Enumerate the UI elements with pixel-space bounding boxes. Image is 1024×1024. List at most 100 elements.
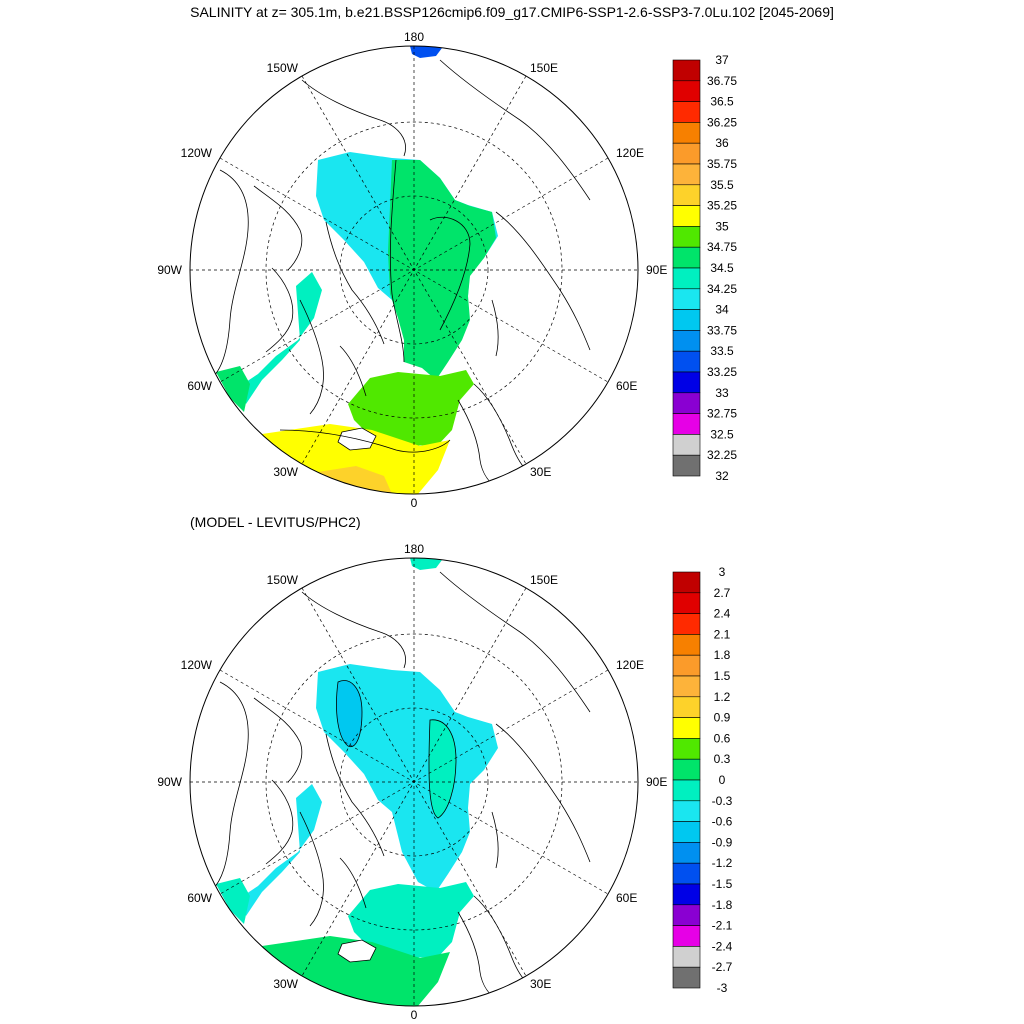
region-bering-strait bbox=[410, 558, 442, 570]
colorbar-swatch bbox=[672, 800, 701, 822]
longitude-label-0: 0 bbox=[411, 1008, 418, 1022]
region-baffin-bay bbox=[240, 784, 322, 916]
colorbar-swatch bbox=[672, 904, 701, 926]
colorbar-swatch bbox=[672, 330, 701, 352]
colorbar-label: -0.3 bbox=[712, 794, 733, 808]
colorbar-label: 34.75 bbox=[707, 240, 737, 254]
colorbar-swatch bbox=[672, 163, 701, 186]
map-field bbox=[209, 558, 591, 1006]
colorbar-label: 33.5 bbox=[710, 344, 734, 358]
longitude-label-60w: 60W bbox=[187, 379, 212, 393]
colorbar-swatch bbox=[672, 821, 701, 843]
longitude-label-60e: 60E bbox=[616, 891, 637, 905]
longitude-label-60e: 60E bbox=[616, 379, 637, 393]
longitude-label-30w: 30W bbox=[273, 465, 298, 479]
longitude-label-30e: 30E bbox=[530, 977, 551, 991]
longitude-label-150e: 150E bbox=[530, 573, 558, 587]
longitude-label-120e: 120E bbox=[616, 146, 644, 160]
colorbar-label: 35 bbox=[715, 219, 729, 233]
colorbar-label: 0 bbox=[719, 773, 726, 787]
longitude-label-90e: 90E bbox=[646, 263, 667, 277]
contour-line bbox=[279, 429, 451, 453]
colorbar-swatch bbox=[672, 862, 701, 885]
colorbar-swatch bbox=[672, 184, 701, 206]
region-baffin-bay bbox=[240, 272, 322, 404]
longitude-labels: 180 150E 120E 90E 60E 30E 0 30W 60W 90W 120W 150W bbox=[157, 30, 667, 510]
longitude-label-150w: 150W bbox=[267, 573, 299, 587]
longitude-label-90e: 90E bbox=[646, 775, 667, 789]
colorbar-label: 36 bbox=[715, 136, 729, 150]
colorbar-swatch bbox=[672, 613, 701, 635]
difference-map-panel: 180 150E 120E 90E 60E 30E 0 30W 60W 90W 120W 150W 3… bbox=[157, 542, 733, 1022]
colorbar-swatch bbox=[672, 205, 701, 227]
colorbar-swatch bbox=[672, 675, 701, 698]
colorbar-label: 34.5 bbox=[710, 261, 734, 275]
colorbar-swatch bbox=[672, 267, 701, 290]
colorbar-label: 0.3 bbox=[714, 752, 731, 766]
colorbar-swatch bbox=[672, 454, 701, 477]
colorbar: 37 36.75 36.5 36.25 36 35.75 35.5 35.25 35 34.75 3… bbox=[672, 53, 737, 483]
colorbar-label: 32.5 bbox=[710, 427, 734, 441]
longitude-label-60w: 60W bbox=[187, 891, 212, 905]
contour-line bbox=[389, 159, 405, 363]
longitude-label-30e: 30E bbox=[530, 465, 551, 479]
colorbar-label: -2.4 bbox=[712, 939, 733, 953]
colorbar-label: 1.5 bbox=[714, 669, 731, 683]
contour-line bbox=[429, 216, 471, 331]
region-nordic-seas bbox=[348, 370, 474, 446]
colorbar-label: -0.6 bbox=[712, 815, 733, 829]
colorbar-label: 33 bbox=[715, 386, 729, 400]
map-field bbox=[209, 46, 591, 494]
colorbar-swatch bbox=[672, 654, 701, 677]
iceland-land bbox=[337, 939, 377, 963]
longitude-label-180: 180 bbox=[404, 542, 424, 556]
colorbar-swatch bbox=[672, 226, 701, 248]
colorbar-label: 34.25 bbox=[707, 282, 737, 296]
longitude-label-150e: 150E bbox=[530, 61, 558, 75]
colorbar-swatch bbox=[672, 758, 701, 781]
region-nordic-seas bbox=[348, 882, 474, 958]
colorbar-swatch bbox=[672, 59, 701, 82]
lat-lon-grid bbox=[190, 46, 638, 494]
colorbar-swatch bbox=[672, 842, 701, 864]
longitude-label-150w: 150W bbox=[267, 61, 299, 75]
colorbar-swatch bbox=[672, 434, 701, 456]
colorbar-label: 36.25 bbox=[707, 115, 737, 129]
colorbar-swatch bbox=[672, 925, 701, 947]
colorbar-label: -1.2 bbox=[712, 856, 733, 870]
colorbar-swatch bbox=[672, 392, 701, 414]
colorbar-swatch bbox=[672, 883, 701, 906]
colorbar-swatch bbox=[672, 288, 701, 310]
longitude-label-180: 180 bbox=[404, 30, 424, 44]
longitude-labels: 180 150E 120E 90E 60E 30E 0 30W 60W 90W 120W 150W bbox=[157, 542, 667, 1022]
longitude-label-0: 0 bbox=[411, 496, 418, 510]
colorbar-label: 3 bbox=[719, 565, 726, 579]
colorbar-swatch bbox=[672, 634, 701, 656]
colorbar-label: 36.75 bbox=[707, 74, 737, 88]
colorbar-label: 37 bbox=[715, 53, 729, 67]
colorbar-label: 35.25 bbox=[707, 199, 737, 213]
colorbar-swatch bbox=[672, 696, 701, 718]
colorbar-label: -1.8 bbox=[712, 898, 733, 912]
coastlines bbox=[209, 59, 591, 491]
longitude-label-90w: 90W bbox=[157, 775, 182, 789]
colorbar-label: 35.5 bbox=[710, 178, 734, 192]
longitude-label-120e: 120E bbox=[616, 658, 644, 672]
map-boundary bbox=[189, 45, 639, 495]
colorbar-label: 32.75 bbox=[707, 407, 737, 421]
region-labrador bbox=[216, 366, 250, 412]
colorbar-label: 36.5 bbox=[710, 95, 734, 109]
colorbar-label: 0.9 bbox=[714, 711, 731, 725]
map-boundary bbox=[189, 557, 639, 1007]
colorbar-label: 34 bbox=[715, 303, 729, 317]
colorbar-label: -0.9 bbox=[712, 835, 733, 849]
colorbar-label: 32 bbox=[715, 469, 729, 483]
salinity-map-panel: 180 150E 120E 90E 60E 30E 0 30W 60W 90W 120W 150W 3… bbox=[157, 30, 737, 510]
colorbar-label: 1.8 bbox=[714, 648, 731, 662]
colorbar-swatch bbox=[672, 309, 701, 331]
coastlines bbox=[209, 571, 591, 1003]
colorbar-label: -2.7 bbox=[712, 960, 733, 974]
colorbar-swatch bbox=[672, 966, 701, 989]
colorbar-swatch bbox=[672, 122, 701, 144]
colorbar-swatch bbox=[672, 350, 701, 373]
